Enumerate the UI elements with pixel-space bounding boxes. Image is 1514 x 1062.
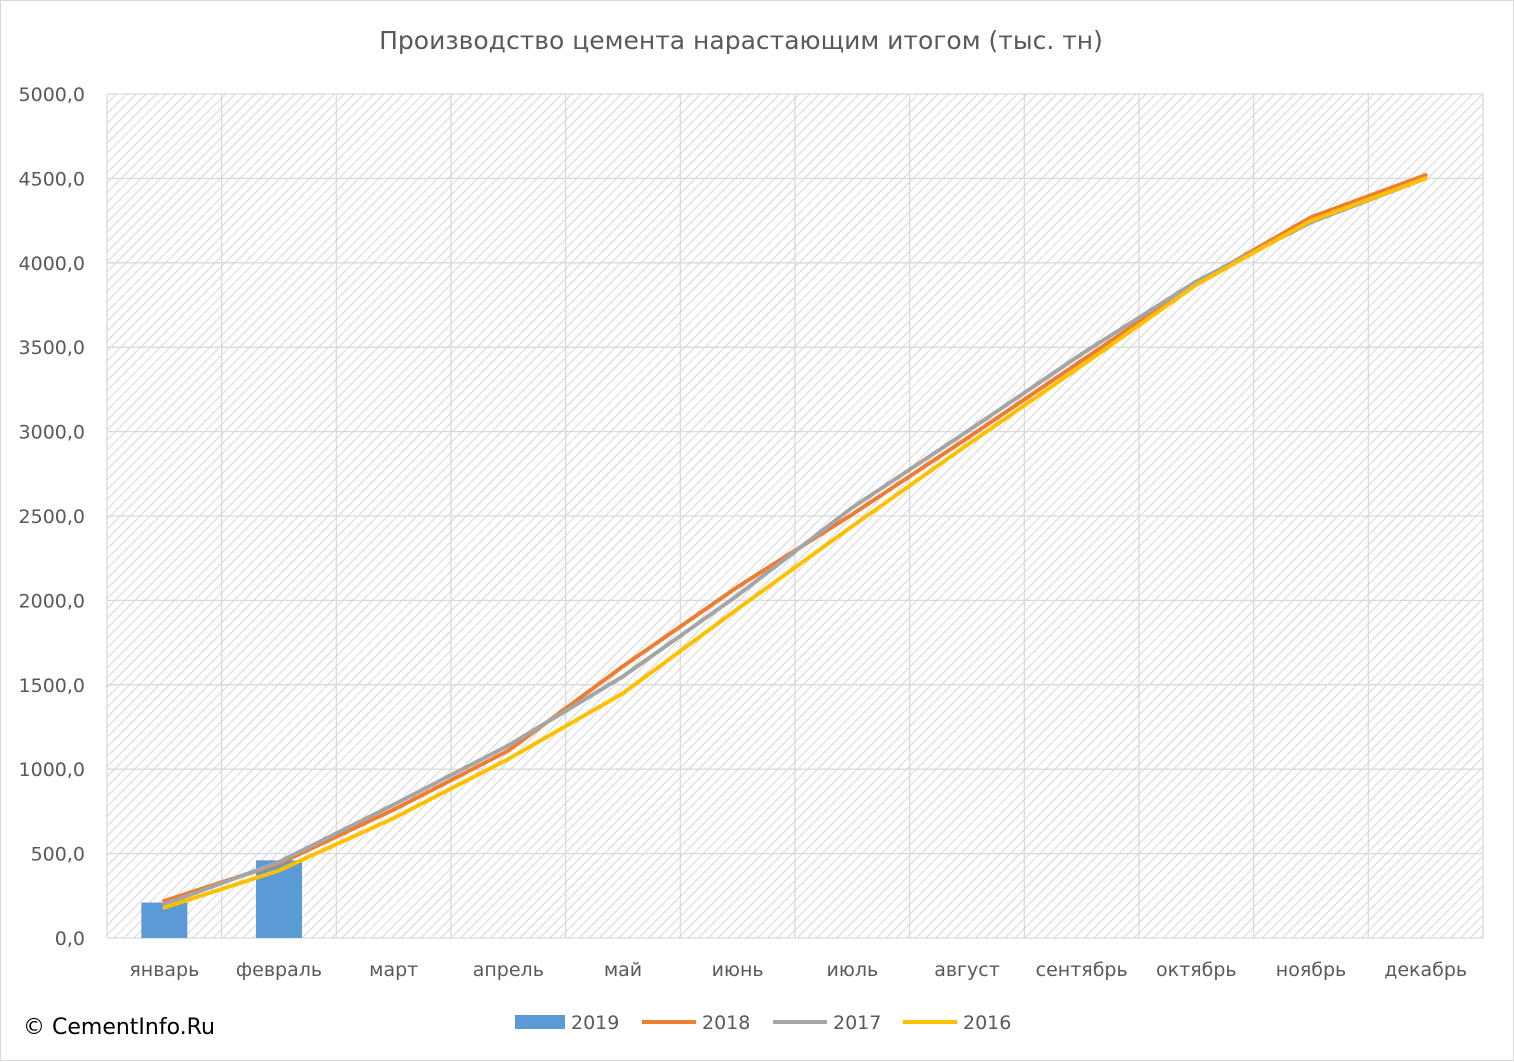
- y-tick-label: 5000,0: [19, 84, 85, 106]
- x-tick-label: май: [604, 959, 642, 981]
- x-tick-label: апрель: [473, 959, 544, 981]
- x-tick-label: июнь: [712, 959, 764, 981]
- legend-label-2016: 2016: [963, 1012, 1011, 1034]
- y-tick-label: 2000,0: [19, 590, 85, 612]
- chart-title: Производство цемента нарастающим итогом …: [379, 26, 1103, 55]
- x-axis-ticks: январь февраль март апрель май июнь июль август…: [129, 959, 1467, 981]
- y-tick-label: 4500,0: [19, 168, 85, 190]
- bar-series-2019: [141, 860, 302, 938]
- x-tick-label: июль: [826, 959, 878, 981]
- copyright-text: © CementInfo.Ru: [23, 1015, 215, 1040]
- x-tick-label: декабрь: [1384, 959, 1467, 981]
- line-series: [162, 173, 1428, 910]
- y-tick-label: 3500,0: [19, 337, 85, 359]
- y-tick-label: 2500,0: [19, 506, 85, 528]
- line-2016: [162, 176, 1428, 910]
- x-tick-label: октябрь: [1156, 959, 1237, 981]
- x-tick-label: август: [934, 959, 1000, 981]
- y-tick-label: 0,0: [55, 928, 85, 950]
- x-tick-label: март: [369, 959, 418, 981]
- y-tick-label: 500,0: [31, 844, 85, 866]
- y-tick-label: 4000,0: [19, 253, 85, 275]
- x-tick-label: ноябрь: [1276, 959, 1346, 981]
- line-2017: [162, 176, 1428, 907]
- legend: 2019 2018 2017 2016: [515, 1012, 1011, 1034]
- legend-label-2018: 2018: [702, 1012, 750, 1034]
- legend-label-2019: 2019: [571, 1012, 619, 1034]
- x-tick-label: февраль: [236, 959, 322, 981]
- bar-2019: [256, 860, 302, 938]
- y-tick-label: 3000,0: [19, 422, 85, 444]
- x-tick-label: сентябрь: [1036, 959, 1128, 981]
- x-tick-label: январь: [129, 959, 199, 981]
- legend-label-2017: 2017: [833, 1012, 881, 1034]
- legend-swatch-2019: [515, 1015, 565, 1029]
- y-tick-label: 1500,0: [19, 675, 85, 697]
- y-tick-label: 1000,0: [19, 759, 85, 781]
- gridlines: [106, 93, 1484, 939]
- y-axis-ticks: 0,0 500,0 1000,0 1500,0 2000,0 2500,0 3000,0 35…: [19, 84, 85, 950]
